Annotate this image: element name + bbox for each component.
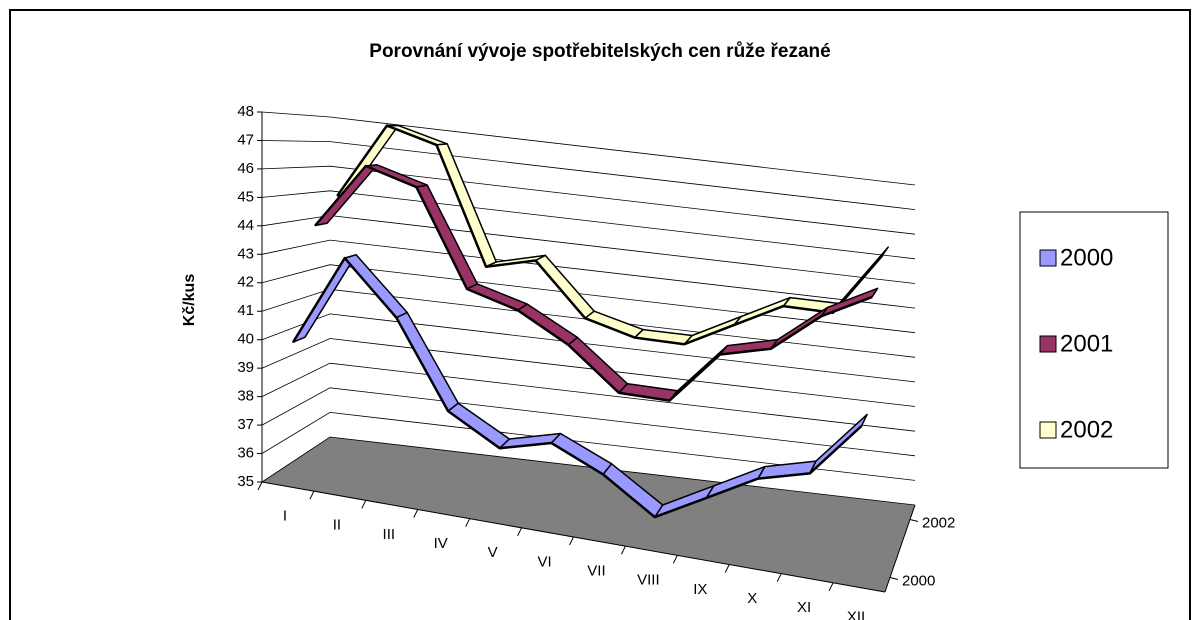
- x-tick: [361, 500, 367, 509]
- legend-swatch: [1039, 249, 1057, 267]
- y-axis-title: Kč/kus: [181, 274, 198, 327]
- series-line: [336, 124, 884, 346]
- legend-label: 2000: [1060, 244, 1113, 271]
- x-tick: [517, 527, 523, 537]
- legend-swatch: [1039, 335, 1057, 353]
- grid-line: [261, 313, 916, 383]
- y-tick-label: 38: [237, 388, 254, 405]
- x-tick: [776, 573, 782, 582]
- x-tick-label: IV: [434, 535, 448, 552]
- ribbon-segment: [447, 402, 511, 449]
- grid-line: [261, 140, 916, 210]
- x-tick-label: V: [488, 544, 498, 561]
- x-tick-label: I: [283, 508, 287, 525]
- y-tick-label: 45: [237, 188, 254, 205]
- ribbon-segment: [336, 124, 400, 197]
- y-tick-label: 35: [237, 473, 254, 490]
- y-tick-label: 36: [237, 445, 254, 462]
- legend-label: 2002: [1060, 416, 1113, 443]
- z-tick: [889, 577, 899, 580]
- chart-title: Porovnání vývoje spotřebitelských cen rů…: [369, 41, 830, 62]
- series-line: [314, 164, 873, 402]
- grid-line: [261, 338, 916, 407]
- y-tick-label: 46: [237, 160, 254, 177]
- y-tick-label: 47: [237, 131, 254, 148]
- x-tick-label: VI: [537, 553, 551, 570]
- y-tick-label: 48: [237, 103, 254, 120]
- z-tick-label: 2000: [902, 572, 935, 589]
- x-tick-label: IX: [693, 581, 707, 598]
- x-tick: [465, 518, 471, 527]
- y-tick-label: 43: [237, 245, 254, 262]
- x-tick: [569, 536, 574, 546]
- x-tick: [672, 555, 678, 564]
- floor: [262, 437, 915, 592]
- x-tick-label: XII: [847, 608, 865, 620]
- y-tick-label: 39: [237, 359, 254, 376]
- grid-line: [261, 411, 916, 481]
- ribbon-segment: [534, 254, 595, 319]
- x-tick-label: XI: [797, 599, 811, 616]
- legend-swatch: [1039, 421, 1057, 439]
- x-tick: [257, 481, 263, 491]
- x-tick: [724, 564, 730, 573]
- y-tick-label: 44: [237, 217, 254, 234]
- grid-line: [261, 190, 916, 260]
- z-tick: [909, 519, 919, 522]
- grid-line: [261, 436, 916, 506]
- x-tick: [828, 582, 834, 592]
- legend-label: 2001: [1060, 330, 1113, 357]
- x-tick-label: VII: [587, 563, 605, 580]
- ribbon-segment: [343, 254, 408, 319]
- grid-line: [261, 239, 916, 309]
- series-line: [292, 256, 863, 519]
- x-tick-label: VIII: [637, 572, 660, 589]
- x-tick-label: III: [383, 526, 396, 543]
- grid-line: [261, 264, 916, 334]
- ribbon-segment: [516, 303, 579, 346]
- y-tick-label: 37: [237, 416, 254, 433]
- x-tick-label: II: [333, 517, 341, 534]
- grid-line: [261, 362, 916, 432]
- z-tick-label: 2002: [922, 514, 955, 531]
- y-tick-label: 41: [237, 302, 254, 319]
- ribbon-segment: [365, 164, 428, 188]
- ribbon-segment: [567, 336, 629, 394]
- x-tick: [620, 545, 626, 555]
- x-tick: [413, 509, 419, 518]
- y-tick-label: 42: [237, 274, 254, 291]
- grid-line: [261, 387, 916, 457]
- chart-frame: [9, 9, 1191, 620]
- x-tick: [309, 490, 315, 500]
- x-tick-label: X: [747, 590, 757, 607]
- grid-line: [261, 111, 916, 186]
- grid-line: [261, 165, 916, 235]
- y-tick-label: 40: [237, 331, 254, 348]
